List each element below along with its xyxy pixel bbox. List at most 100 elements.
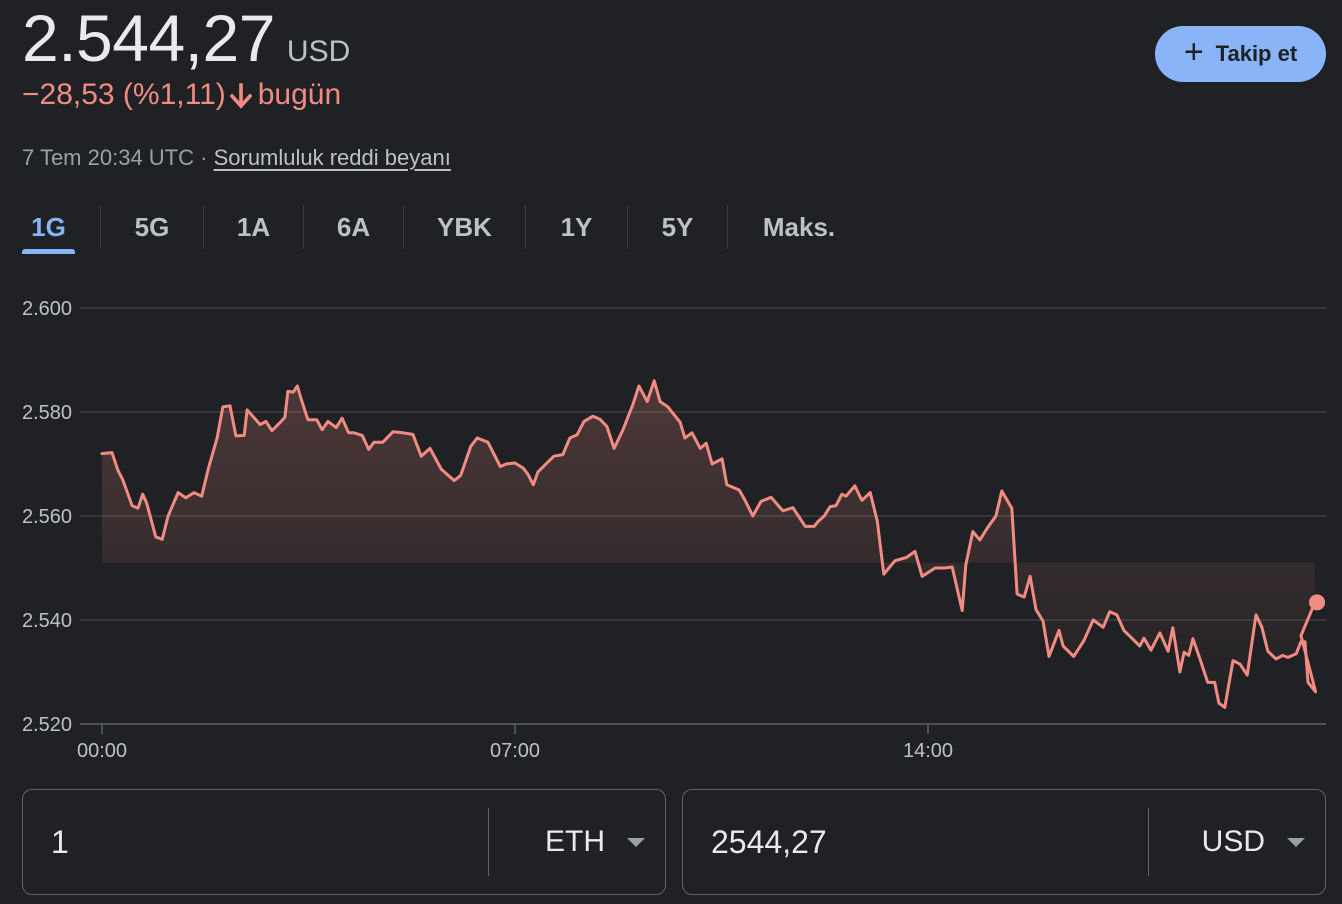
data-point [279,421,282,424]
to-currency-select[interactable]: USD [1149,825,1325,859]
data-point [1299,640,1303,643]
data-point [631,403,635,406]
data-point [1149,649,1153,652]
tab-maks[interactable]: Maks. [762,211,836,242]
data-point [817,520,820,523]
data-point [1166,650,1170,653]
data-point [428,447,432,450]
tab-5y[interactable]: 5Y [661,211,694,242]
data-point [751,514,754,518]
data-point [844,495,848,498]
data-point [738,488,741,492]
to-currency-label: USD [1201,825,1265,858]
tab-5g[interactable]: 5G [134,211,170,242]
data-point [1158,631,1162,635]
data-point [340,417,344,420]
tab-1a[interactable]: 1A [236,211,271,242]
data-point [136,507,140,510]
y-tick-label: 2.520 [22,714,72,736]
data-point [286,390,290,393]
data-point [372,441,376,444]
data-point [1041,619,1045,623]
data-point [860,499,864,502]
data-point [823,514,826,518]
data-point [1115,613,1119,616]
follow-button[interactable]: + Takip et [1155,26,1326,82]
y-tick-label: 2.580 [22,402,72,424]
data-point [161,538,164,541]
data-point [699,447,702,450]
data-point [1246,673,1249,677]
data-point [710,462,714,466]
data-point [598,418,602,421]
data-point [1015,592,1019,596]
data-point [961,609,964,612]
data-point [326,420,330,423]
tab-divider [403,205,404,249]
data-point [690,431,694,434]
data-point [1034,608,1038,611]
data-point [828,505,832,508]
data-point [1306,681,1310,684]
data-point [352,431,356,434]
data-point [658,400,662,403]
data-point [1238,663,1242,666]
y-tick-label: 2.600 [22,298,72,320]
data-point [1260,626,1264,629]
converter-divider [1148,808,1149,876]
data-point [141,493,144,496]
x-tick-label: 00:00 [77,740,127,762]
disclaimer-link[interactable]: Sorumluluk reddi beyanı [213,145,451,170]
data-point [166,514,170,518]
converter-divider [488,808,489,876]
to-amount-input[interactable]: 2544,27 [711,823,827,860]
data-point [666,405,669,408]
data-point [1303,640,1307,643]
data-point [401,431,405,434]
data-point [759,500,763,503]
data-point [943,566,947,570]
tab-1y[interactable]: 1Y [560,211,593,242]
x-tick-label: 14:00 [903,740,953,762]
caret-down-icon [1287,837,1305,847]
tab-1g[interactable]: 1G [22,200,75,254]
data-point [705,442,708,445]
caret-down-icon [627,837,645,847]
data-point [221,405,225,408]
data-point [1254,613,1258,616]
tab-ybk[interactable]: YBK [437,211,492,242]
data-point [320,428,324,431]
from-amount-input[interactable]: 1 [51,823,69,860]
data-point [130,504,134,507]
data-point [1314,690,1317,693]
tab-6a[interactable]: 6A [336,211,371,242]
converter-to: 2544,27 USD [682,789,1326,895]
data-point [283,416,287,419]
data-point [725,483,728,486]
data-point [243,434,246,437]
meta-separator: · [194,145,214,170]
data-point [1171,626,1175,629]
data-point [985,527,989,530]
data-point [971,530,974,533]
data-point [258,423,262,426]
data-point [720,457,724,460]
data-point [933,566,937,570]
data-point [522,467,525,470]
data-point [292,391,295,394]
data-point [834,504,838,507]
current-price-dot [1309,594,1326,611]
change-period: bugün [257,78,342,111]
data-point [1022,595,1026,599]
x-tick-label: 07:00 [490,740,540,762]
data-point [591,415,595,418]
data-point [300,400,304,403]
data-point [440,468,443,471]
data-point [1187,654,1191,657]
data-point [1266,650,1270,653]
data-point [769,496,773,499]
data-point [1295,652,1298,655]
data-point [145,502,148,505]
from-currency-select[interactable]: ETH [489,825,665,859]
